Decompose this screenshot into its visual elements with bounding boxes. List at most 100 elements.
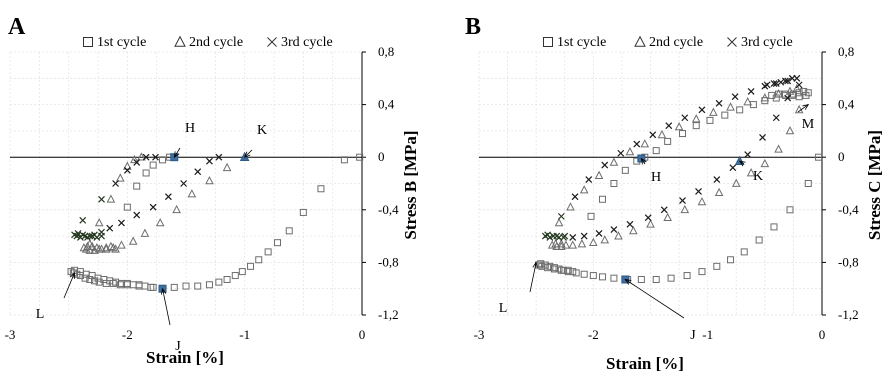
data-point (99, 196, 105, 202)
data-point (113, 181, 119, 187)
y-tick-label: -0,8 (838, 254, 859, 269)
data-point (143, 170, 149, 176)
y-tick-label: -1,2 (378, 307, 399, 322)
data-point (596, 172, 603, 179)
annotation-arrow (64, 273, 75, 298)
data-point (618, 150, 624, 156)
legend-marker (84, 38, 93, 47)
data-point (653, 276, 659, 282)
data-point (569, 241, 576, 248)
data-point (117, 174, 124, 181)
data-point (775, 145, 782, 152)
data-point (693, 123, 699, 129)
data-point (96, 219, 103, 226)
legend-label: 2nd cycle (649, 35, 703, 50)
legend-item: 1st cycle (544, 35, 607, 50)
data-point (157, 219, 164, 226)
data-point (134, 183, 140, 189)
data-point (107, 225, 113, 231)
data-point (778, 79, 784, 85)
data-point (626, 148, 633, 155)
data-point (581, 233, 587, 239)
data-point (118, 241, 125, 248)
data-point (680, 198, 686, 204)
legend-item: 3rd cycle (268, 35, 333, 50)
data-point (748, 88, 754, 94)
data-point (318, 186, 324, 192)
y-tick-label: 0,4 (838, 97, 855, 112)
data-point (658, 131, 665, 138)
y-tick-label: 0,4 (378, 97, 395, 112)
data-point (596, 230, 602, 236)
series-square (68, 154, 363, 292)
annotation-h: H (171, 121, 195, 161)
legend-item: 1st cycle (84, 35, 147, 50)
data-point (130, 238, 137, 245)
data-point (650, 132, 656, 138)
y-axis-title: Stress C [MPa] (865, 130, 884, 240)
data-point (173, 206, 180, 213)
data-point (94, 234, 100, 240)
data-point (232, 273, 238, 279)
data-point (664, 214, 671, 221)
data-point (599, 196, 605, 202)
data-point (627, 221, 633, 227)
panel-letter: B (465, 14, 481, 40)
data-point (699, 269, 705, 275)
data-point (786, 127, 793, 134)
data-point (630, 227, 637, 234)
data-point (570, 234, 576, 240)
legend-label: 1st cycle (97, 35, 146, 50)
data-point (216, 279, 222, 285)
data-point (728, 257, 734, 263)
data-point (716, 189, 723, 196)
legend-item: 2nd cycle (175, 35, 243, 50)
data-point (265, 249, 271, 255)
data-point (714, 177, 720, 183)
data-point (160, 157, 166, 163)
annotation-label: K (753, 169, 763, 184)
legend-label: 2nd cycle (189, 35, 243, 50)
data-point (275, 240, 281, 246)
annotation-label: L (36, 307, 45, 322)
data-point (148, 284, 154, 290)
data-point (165, 194, 171, 200)
data-point (666, 123, 672, 129)
data-point (286, 228, 292, 234)
y-tick-label: 0 (838, 149, 845, 164)
data-point (641, 140, 648, 147)
data-point (682, 115, 688, 121)
annotation-label: J (175, 339, 181, 354)
legend: 1st cycle 2nd cycle 3rd cycle (84, 35, 333, 50)
x-tick-label: -2 (588, 327, 599, 342)
data-point (745, 152, 751, 158)
legend-marker (544, 38, 553, 47)
y-tick-label: -0,4 (378, 202, 399, 217)
data-point (248, 263, 254, 269)
data-point (586, 177, 592, 183)
data-point (572, 194, 578, 200)
data-point (773, 115, 779, 121)
legend-item: 2nd cycle (635, 35, 703, 50)
data-point (134, 212, 140, 218)
data-point (581, 186, 588, 193)
data-point (556, 234, 562, 240)
y-tick-label: -0,4 (838, 202, 859, 217)
annotation-label: M (802, 117, 815, 132)
data-point (599, 274, 605, 280)
data-point (171, 284, 177, 290)
data-point (638, 276, 644, 282)
annotation-l: L (499, 262, 538, 316)
data-point (581, 271, 587, 277)
legend-label: 1st cycle (557, 35, 606, 50)
data-point (647, 220, 654, 227)
data-point (188, 190, 195, 197)
data-point (181, 181, 187, 187)
data-point (224, 276, 230, 282)
data-point (714, 263, 720, 269)
data-point (578, 240, 585, 247)
data-point (556, 219, 563, 226)
data-point (107, 195, 114, 202)
data-point (716, 100, 722, 106)
data-point (601, 236, 608, 243)
